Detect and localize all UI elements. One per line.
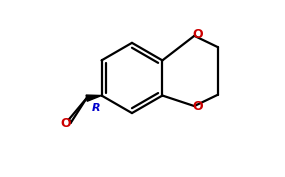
Text: R: R bbox=[92, 103, 101, 113]
Text: O: O bbox=[193, 28, 203, 41]
Polygon shape bbox=[86, 95, 101, 101]
Text: O: O bbox=[61, 117, 71, 130]
Text: O: O bbox=[193, 100, 203, 113]
